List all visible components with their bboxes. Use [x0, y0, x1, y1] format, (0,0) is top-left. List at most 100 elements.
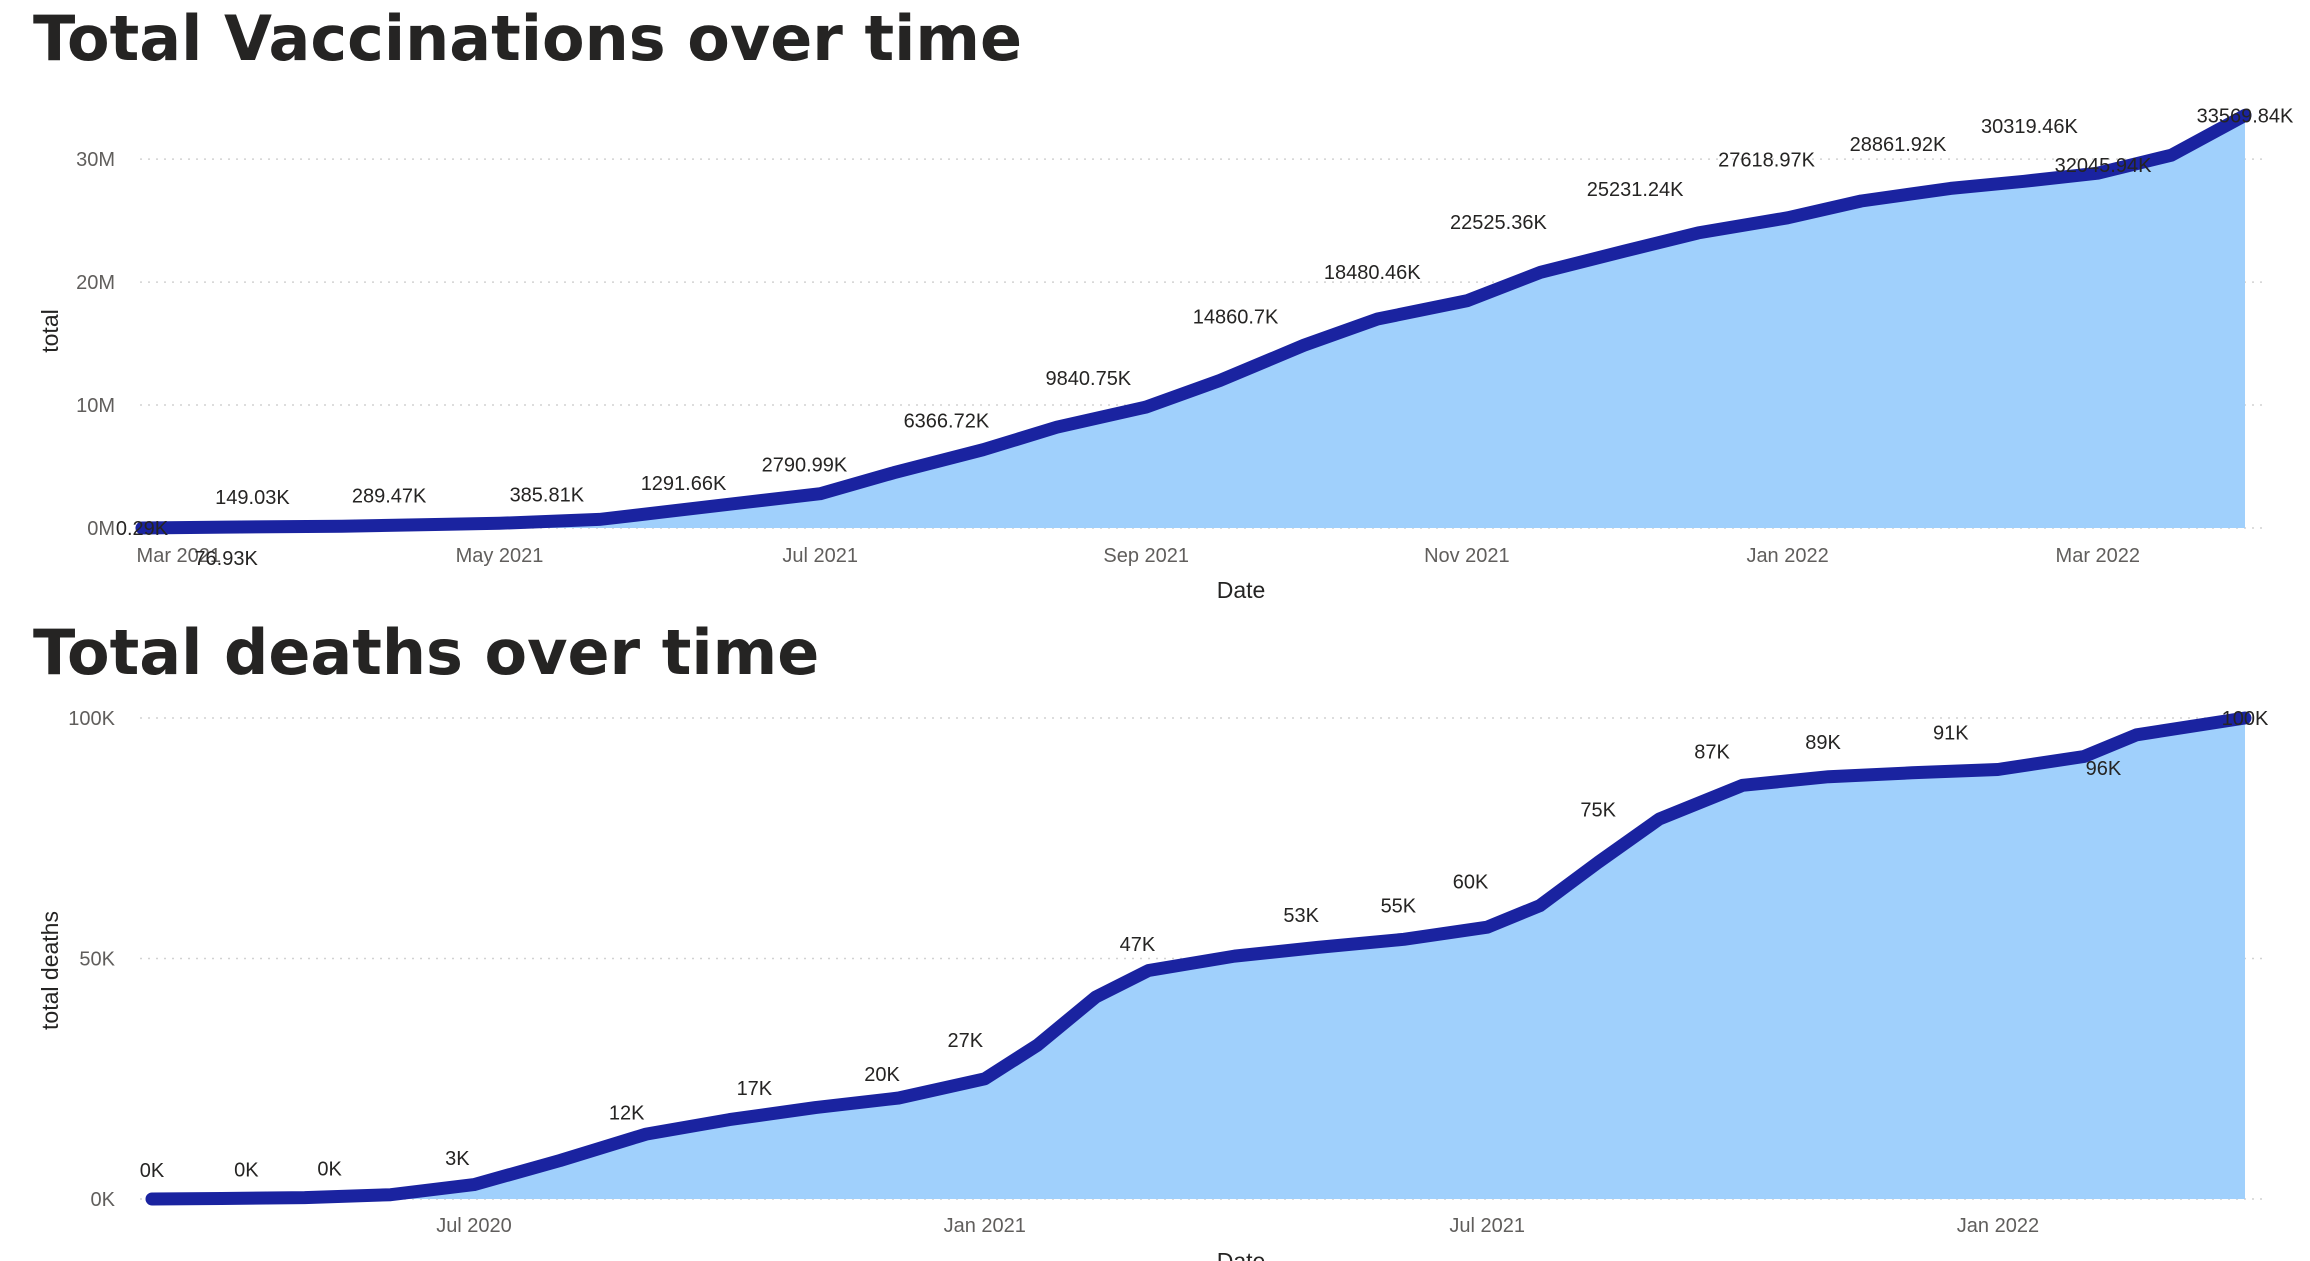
data-point[interactable] — [1461, 295, 1473, 307]
y-tick-label: 10M — [76, 395, 115, 417]
data-point[interactable] — [1619, 245, 1631, 257]
data-label: 75K — [1580, 799, 1616, 821]
data-label: 100K — [2222, 708, 2269, 730]
data-point[interactable] — [977, 444, 989, 456]
data-label: 289.47K — [352, 485, 427, 507]
data-point[interactable] — [1298, 339, 1310, 351]
data-point[interactable] — [1051, 421, 1063, 433]
data-point[interactable] — [2165, 149, 2177, 161]
deaths-area-chart[interactable]: 0K 50K 100K Jul 2020 Jan 2021 Jul 2021 Jan 202… — [0, 610, 2310, 1261]
data-label: 27618.97K — [1718, 149, 1815, 171]
y-axis-title: total deaths — [37, 911, 63, 1030]
data-point[interactable] — [220, 521, 232, 533]
data-label: 0K — [317, 1158, 342, 1180]
data-point[interactable] — [1143, 965, 1155, 977]
data-point[interactable] — [1945, 182, 1957, 194]
data-point[interactable] — [1312, 941, 1324, 953]
data-point[interactable] — [1090, 991, 1102, 1003]
data-label: 9840.75K — [1046, 368, 1132, 390]
data-point[interactable] — [1398, 933, 1410, 945]
data-label: 30319.46K — [1981, 116, 2078, 138]
y-tick-label: 30M — [76, 149, 115, 171]
data-point[interactable] — [1653, 813, 1665, 825]
data-point[interactable] — [979, 1073, 991, 1085]
data-point[interactable] — [1140, 401, 1152, 413]
data-point[interactable] — [494, 517, 506, 529]
data-label: 53K — [1283, 905, 1319, 927]
data-label: 76.93K — [194, 548, 258, 570]
data-label: 60K — [1453, 871, 1489, 893]
data-point[interactable] — [814, 488, 826, 500]
data-point[interactable] — [1855, 195, 1867, 207]
deaths-chart-panel: Total deaths over time 0K 50K 100K Jul 2020… — [0, 610, 2310, 1261]
data-point[interactable] — [2131, 729, 2143, 741]
chart-title: Total deaths over time — [33, 616, 820, 689]
data-point[interactable] — [1992, 763, 2004, 775]
data-point[interactable] — [554, 1155, 566, 1167]
data-label: 55K — [1381, 895, 1417, 917]
data-point[interactable] — [1032, 1039, 1044, 1051]
y-tick-label: 20M — [76, 272, 115, 294]
data-label: 1291.66K — [641, 473, 727, 495]
data-point[interactable] — [146, 1193, 158, 1205]
x-tick-label: Jul 2021 — [782, 545, 858, 567]
series-area — [142, 115, 2245, 529]
data-point[interactable] — [1481, 921, 1493, 933]
vaccinations-chart-panel: Total Vaccinations over time 0M 10M 20M 30M… — [0, 0, 2310, 610]
data-point[interactable] — [593, 513, 605, 525]
data-label: 18480.46K — [1324, 262, 1421, 284]
data-point[interactable] — [385, 1189, 397, 1201]
data-point[interactable] — [1782, 212, 1794, 224]
vaccinations-area-chart[interactable]: 0M 10M 20M 30M Mar 2021 May 2021 Jul 2021 Sep 2… — [0, 0, 2310, 610]
data-point[interactable] — [1906, 767, 1918, 779]
x-tick-label: Mar 2021 — [137, 545, 222, 567]
x-tick-label: Jan 2022 — [1746, 545, 1828, 567]
y-axis-title: total — [37, 309, 63, 352]
data-point[interactable] — [640, 1128, 652, 1140]
data-point[interactable] — [299, 1192, 311, 1204]
data-point[interactable] — [1823, 771, 1835, 783]
x-tick-label: Jul 2020 — [436, 1215, 512, 1237]
data-point[interactable] — [730, 497, 742, 509]
data-point[interactable] — [1214, 374, 1226, 386]
data-point[interactable] — [1737, 779, 1749, 791]
data-point[interactable] — [1592, 856, 1604, 868]
data-point[interactable] — [893, 1092, 905, 1104]
series-line[interactable] — [135, 108, 2252, 535]
data-label: 0K — [234, 1159, 259, 1181]
x-tick-label: Nov 2021 — [1424, 545, 1510, 567]
series-line[interactable] — [145, 711, 2252, 1206]
x-tick-label: Jul 2021 — [1449, 1215, 1525, 1237]
data-label: 149.03K — [215, 487, 290, 509]
data-point[interactable] — [809, 1102, 821, 1114]
data-point[interactable] — [468, 1179, 480, 1191]
data-label: 28861.92K — [1850, 134, 1947, 156]
data-label: 0K — [140, 1160, 165, 1182]
data-point[interactable] — [888, 467, 900, 479]
data-label: 33569.84K — [2197, 105, 2294, 127]
data-label: 2790.99K — [762, 455, 848, 477]
data-label: 32045.94K — [2055, 155, 2152, 177]
data-label: 91K — [1933, 722, 1969, 744]
data-point[interactable] — [723, 1114, 735, 1126]
y-tick-label: 100K — [68, 708, 115, 730]
data-point[interactable] — [1229, 950, 1241, 962]
x-tick-label: May 2021 — [456, 545, 544, 567]
data-point[interactable] — [1372, 313, 1384, 325]
data-point[interactable] — [436, 518, 448, 530]
data-label: 89K — [1805, 732, 1841, 754]
x-axis-title: Date — [1217, 577, 1266, 603]
data-point[interactable] — [1534, 900, 1546, 912]
data-label: 20K — [864, 1064, 900, 1086]
x-tick-label: Jan 2022 — [1957, 1215, 2039, 1237]
data-point[interactable] — [656, 506, 668, 518]
data-point[interactable] — [2018, 175, 2030, 187]
chart-title: Total Vaccinations over time — [33, 2, 1023, 75]
data-point[interactable] — [336, 520, 348, 532]
data-label: 87K — [1694, 742, 1730, 764]
data-point[interactable] — [1534, 266, 1546, 278]
data-point[interactable] — [1692, 227, 1704, 239]
data-point[interactable] — [215, 1193, 227, 1205]
data-label: 0.29K — [116, 518, 169, 540]
data-label: 3K — [445, 1148, 470, 1170]
